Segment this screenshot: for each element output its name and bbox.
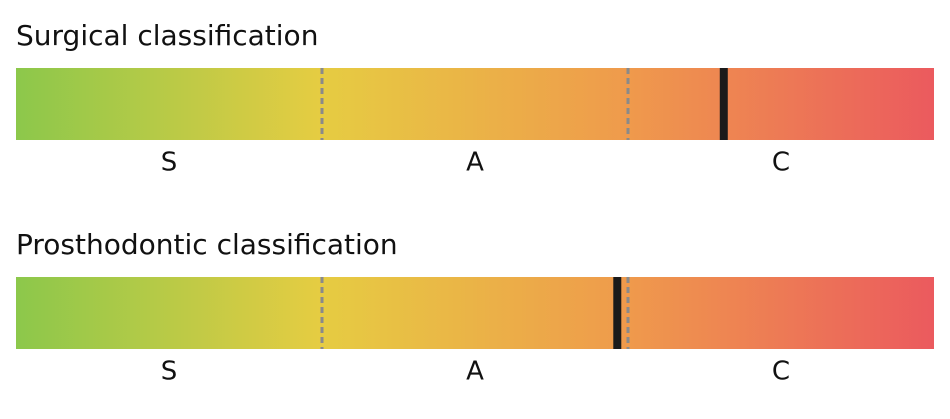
scale-bar [16, 277, 934, 349]
scale-title: Surgical classification [16, 19, 318, 52]
scale-title: Prosthodontic classification [16, 228, 398, 261]
marker [613, 277, 622, 349]
category-label: A [466, 357, 484, 387]
category-label: S [161, 148, 178, 178]
category-label: S [161, 357, 178, 387]
scale-bar [16, 68, 934, 140]
category-label: A [466, 148, 484, 178]
marker [719, 68, 728, 140]
category-label: C [772, 357, 790, 387]
category-label: C [772, 148, 790, 178]
